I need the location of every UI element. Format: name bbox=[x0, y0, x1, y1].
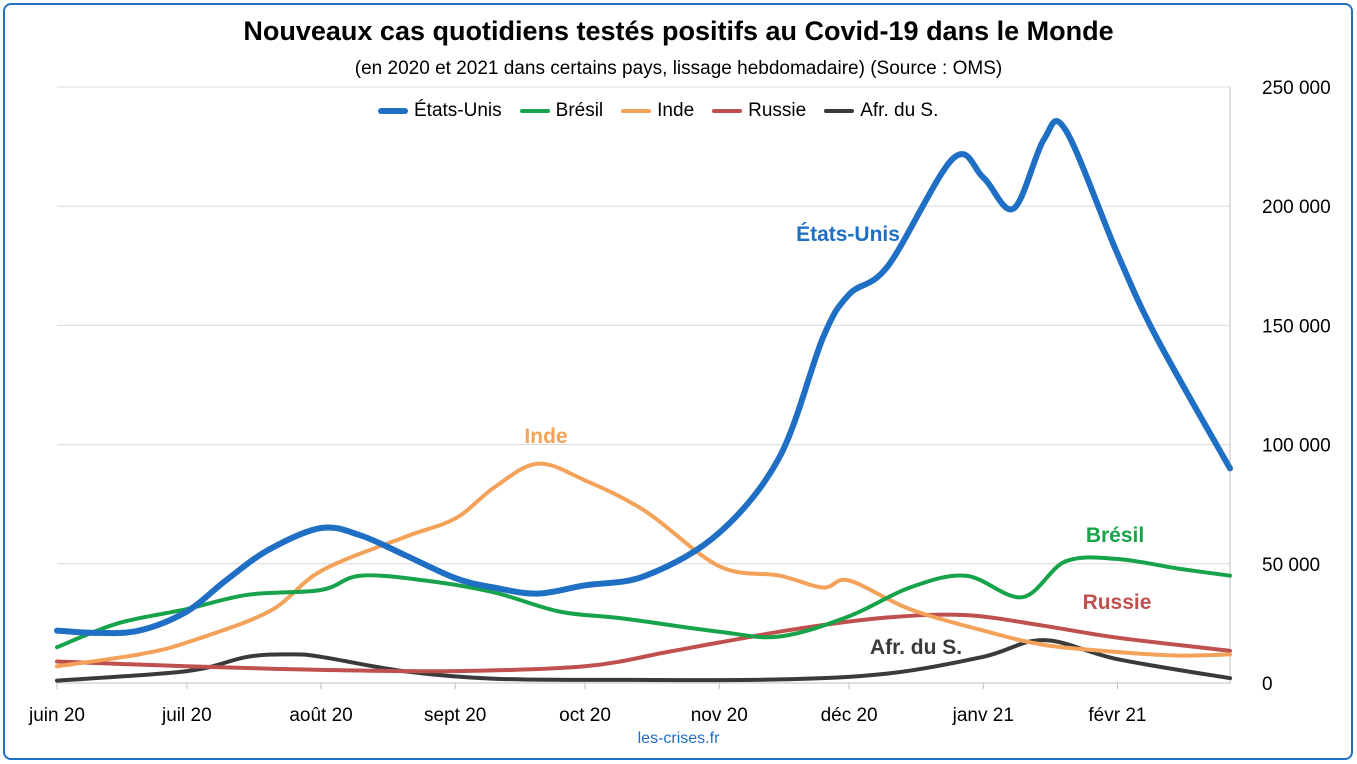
series-annotation-afr-du-s: Afr. du S. bbox=[870, 636, 962, 659]
x-tick-label: nov 20 bbox=[691, 705, 748, 726]
series-line-russie bbox=[55, 612, 1232, 674]
chart-legend: États-Unis Brésil Inde Russie Afr. du S. bbox=[378, 98, 938, 124]
x-tick-label: août 20 bbox=[289, 705, 352, 726]
chart-title: Nouveaux cas quotidiens testés positifs … bbox=[243, 16, 1114, 46]
legend-label-afr-du-s: Afr. du S. bbox=[860, 100, 939, 121]
series-annotation-russie: Russie bbox=[1083, 591, 1152, 614]
legend-item-afr-du-s: Afr. du S. bbox=[824, 100, 938, 122]
y-tick-label: 250 000 bbox=[1262, 78, 1331, 99]
legend-swatch-bresil bbox=[519, 109, 550, 113]
series-line-inde bbox=[55, 461, 1232, 669]
chart-frame bbox=[3, 3, 1353, 760]
y-tick-label: 200 000 bbox=[1262, 197, 1331, 218]
x-tick-label: déc 20 bbox=[821, 705, 878, 726]
legend-swatch-afr-du-s bbox=[824, 109, 855, 113]
y-tick-label: 100 000 bbox=[1262, 436, 1331, 457]
legend-label-bresil: Brésil bbox=[555, 100, 604, 121]
legend-item-etats-unis: États-Unis bbox=[378, 100, 502, 122]
legend-swatch-russie bbox=[712, 109, 743, 113]
series-line-bresil bbox=[55, 555, 1232, 650]
series-line-etats-unis bbox=[54, 118, 1233, 637]
x-tick-label: oct 20 bbox=[559, 705, 611, 726]
legend-item-inde: Inde bbox=[621, 100, 694, 122]
legend-item-bresil: Brésil bbox=[519, 100, 604, 122]
series-annotation-inde: Inde bbox=[524, 425, 567, 448]
series-annotation-bresil: Brésil bbox=[1086, 524, 1144, 547]
legend-swatch-etats-unis bbox=[378, 108, 408, 114]
legend-swatch-inde bbox=[621, 109, 652, 113]
x-tick-label: juin 20 bbox=[28, 705, 85, 726]
legend-label-etats-unis: États-Unis bbox=[414, 100, 502, 121]
series-line-afr-du-s bbox=[55, 638, 1232, 683]
series-annotation-etats-unis: États-Unis bbox=[796, 223, 900, 246]
y-tick-label: 0 bbox=[1262, 674, 1273, 695]
legend-item-russie: Russie bbox=[712, 100, 806, 122]
source-credit: les-crises.fr bbox=[637, 730, 720, 747]
legend-label-russie: Russie bbox=[748, 100, 807, 121]
x-tick-label: janv 21 bbox=[952, 705, 1014, 726]
chart-subtitle: (en 2020 et 2021 dans certains pays, lis… bbox=[354, 58, 1003, 79]
x-tick-label: juil 20 bbox=[161, 705, 212, 726]
y-tick-label: 150 000 bbox=[1262, 316, 1331, 337]
legend-label-inde: Inde bbox=[657, 100, 695, 121]
x-tick-label: févr 21 bbox=[1088, 705, 1146, 726]
x-tick-label: sept 20 bbox=[424, 705, 486, 726]
y-tick-label: 50 000 bbox=[1262, 555, 1320, 576]
